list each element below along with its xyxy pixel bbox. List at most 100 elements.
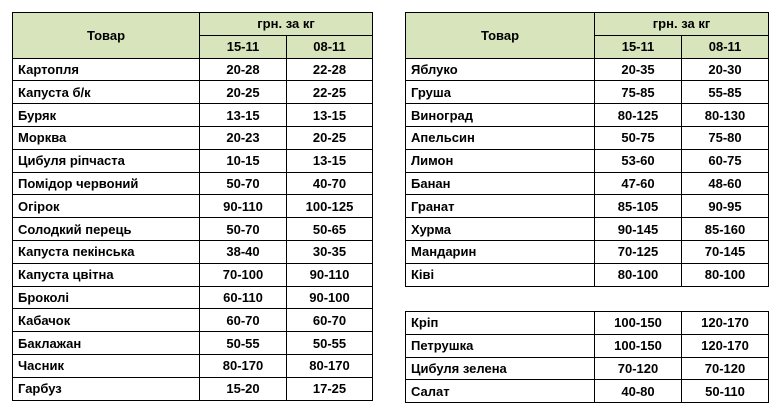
price-date1-cell: 80-125 bbox=[594, 103, 682, 127]
product-name-cell: Банан bbox=[405, 171, 595, 196]
price-date2-cell: 100-125 bbox=[285, 194, 374, 219]
product-name-cell: Яблуко bbox=[405, 57, 595, 82]
price-date1-cell: 10-15 bbox=[199, 148, 287, 173]
price-date2-cell: 50-110 bbox=[681, 379, 769, 404]
price-date2-cell: 75-80 bbox=[680, 125, 770, 150]
price-date1-cell: 20-28 bbox=[199, 57, 287, 82]
table-row: Капуста пекінська 38-40 30-35 bbox=[12, 239, 374, 264]
price-date1-cell: 50-75 bbox=[594, 125, 682, 150]
product-header: Товар bbox=[12, 12, 200, 59]
price-date2-cell: 13-15 bbox=[285, 103, 374, 127]
date1-header: 15-11 bbox=[594, 34, 682, 59]
table-row: Ківі 80-100 80-100 bbox=[405, 262, 770, 287]
price-date2-cell: 120-170 bbox=[681, 333, 769, 358]
fruits-price-table: Товар грн. за кг 15-11 08-11 Яблуко 20-35… bbox=[405, 12, 770, 287]
product-name-cell: Мандарин bbox=[405, 239, 595, 264]
price-date1-cell: 80-100 bbox=[594, 262, 682, 287]
price-date1-cell: 20-25 bbox=[199, 80, 287, 105]
product-header: Товар bbox=[405, 12, 595, 59]
table-row: Хурма 90-145 85-160 bbox=[405, 217, 770, 241]
price-date2-cell: 70-145 bbox=[680, 239, 770, 264]
product-name-cell: Цибуля ріпчаста bbox=[12, 148, 200, 173]
table-row: Капуста цвітна 70-100 90-110 bbox=[12, 262, 374, 287]
price-date1-cell: 90-110 bbox=[199, 194, 287, 219]
table-row: Груша 75-85 55-85 bbox=[405, 80, 770, 105]
product-name-cell: Кабачок bbox=[12, 308, 200, 333]
price-date2-cell: 85-160 bbox=[680, 217, 770, 241]
price-date2-cell: 60-75 bbox=[680, 148, 770, 173]
table-row: Лимон 53-60 60-75 bbox=[405, 148, 770, 173]
price-date2-cell: 90-100 bbox=[285, 285, 374, 310]
product-name-cell: Гарбуз bbox=[12, 376, 200, 401]
vegetables-price-table: Товар грн. за кг 15-11 08-11 Картопля 20-… bbox=[12, 12, 374, 401]
price-date1-cell: 40-80 bbox=[594, 379, 682, 404]
price-date2-cell: 80-100 bbox=[680, 262, 770, 287]
product-name-cell: Солодкий перець bbox=[12, 217, 200, 241]
table-row: Апельсин 50-75 75-80 bbox=[405, 125, 770, 150]
price-date2-cell: 22-25 bbox=[285, 80, 374, 105]
unit-header: грн. за кг bbox=[198, 12, 374, 36]
table-row: Салат 40-80 50-110 bbox=[405, 379, 769, 404]
product-name-cell: Салат bbox=[405, 379, 595, 404]
table-row: Броколі 60-110 90-100 bbox=[12, 285, 374, 310]
product-name-cell: Виноград bbox=[405, 103, 595, 127]
product-name-cell: Лимон bbox=[405, 148, 595, 173]
price-date1-cell: 90-145 bbox=[594, 217, 682, 241]
product-name-cell: Баклажан bbox=[12, 331, 200, 355]
price-date2-cell: 50-65 bbox=[285, 217, 374, 241]
price-date1-cell: 47-60 bbox=[594, 171, 682, 196]
product-name-cell: Буряк bbox=[12, 103, 200, 127]
price-date2-cell: 80-130 bbox=[680, 103, 770, 127]
price-date2-cell: 80-170 bbox=[285, 353, 374, 378]
product-name-cell: Капуста б/к bbox=[12, 80, 200, 105]
product-name-cell: Хурма bbox=[405, 217, 595, 241]
price-date1-cell: 53-60 bbox=[594, 148, 682, 173]
table-row: Морква 20-23 20-25 bbox=[12, 125, 374, 150]
price-date2-cell: 120-170 bbox=[681, 311, 769, 335]
table-row: Мандарин 70-125 70-145 bbox=[405, 239, 770, 264]
price-date2-cell: 13-15 bbox=[285, 148, 374, 173]
price-date2-cell: 50-55 bbox=[285, 331, 374, 355]
product-name-cell: Огірок bbox=[12, 194, 200, 219]
price-date1-cell: 50-70 bbox=[199, 217, 287, 241]
table-row: Гарбуз 15-20 17-25 bbox=[12, 376, 374, 401]
product-name-cell: Кріп bbox=[405, 311, 595, 335]
price-date1-cell: 100-150 bbox=[594, 311, 682, 335]
table-row: Огірок 90-110 100-125 bbox=[12, 194, 374, 219]
price-date1-cell: 13-15 bbox=[199, 103, 287, 127]
table-row: Кабачок 60-70 60-70 bbox=[12, 308, 374, 333]
product-name-cell: Картопля bbox=[12, 57, 200, 82]
product-name-cell: Морква bbox=[12, 125, 200, 150]
price-date1-cell: 85-105 bbox=[594, 194, 682, 219]
table-row: Гранат 85-105 90-95 bbox=[405, 194, 770, 219]
product-name-cell: Помідор червоний bbox=[12, 171, 200, 196]
date1-header: 15-11 bbox=[199, 34, 287, 59]
price-date1-cell: 70-100 bbox=[199, 262, 287, 287]
date2-header: 08-11 bbox=[285, 34, 374, 59]
price-date2-cell: 70-120 bbox=[681, 356, 769, 381]
product-name-cell: Броколі bbox=[12, 285, 200, 310]
table-row: Помідор червоний 50-70 40-70 bbox=[12, 171, 374, 196]
product-name-cell: Петрушка bbox=[405, 333, 595, 358]
price-date1-cell: 70-125 bbox=[594, 239, 682, 264]
table-row: Кріп 100-150 120-170 bbox=[405, 311, 769, 335]
table-row: Часник 80-170 80-170 bbox=[12, 353, 374, 378]
table-row: Цибуля ріпчаста 10-15 13-15 bbox=[12, 148, 374, 173]
product-name-cell: Капуста пекінська bbox=[12, 239, 200, 264]
table-row: Цибуля зелена 70-120 70-120 bbox=[405, 356, 769, 381]
table-row: Банан 47-60 48-60 bbox=[405, 171, 770, 196]
price-date1-cell: 70-120 bbox=[594, 356, 682, 381]
table-row: Картопля 20-28 22-28 bbox=[12, 57, 374, 82]
table-row: Виноград 80-125 80-130 bbox=[405, 103, 770, 127]
table-row: Буряк 13-15 13-15 bbox=[12, 103, 374, 127]
price-date1-cell: 60-110 bbox=[199, 285, 287, 310]
price-date1-cell: 75-85 bbox=[594, 80, 682, 105]
product-name-cell: Груша bbox=[405, 80, 595, 105]
price-date2-cell: 90-110 bbox=[285, 262, 374, 287]
price-date2-cell: 48-60 bbox=[680, 171, 770, 196]
unit-header: грн. за кг bbox=[593, 12, 770, 36]
table-row: Баклажан 50-55 50-55 bbox=[12, 331, 374, 355]
greens-price-table: Кріп 100-150 120-170 Петрушка 100-150 120-170… bbox=[405, 311, 769, 404]
product-name-cell: Апельсин bbox=[405, 125, 595, 150]
price-date2-cell: 30-35 bbox=[285, 239, 374, 264]
